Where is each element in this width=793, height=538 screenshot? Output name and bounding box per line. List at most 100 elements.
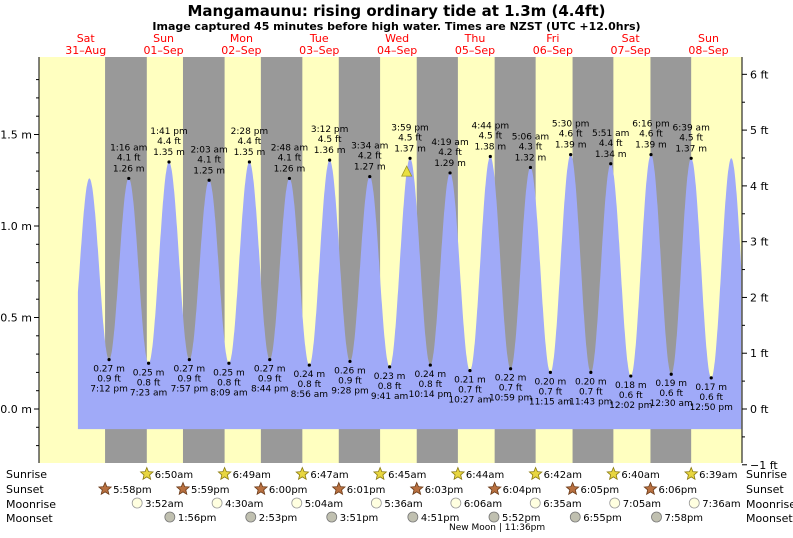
high-tide-metres: 1.26 m xyxy=(274,164,306,174)
day-of-week: Thu xyxy=(464,32,486,45)
low-tide-time: 7:12 pm xyxy=(90,385,128,395)
extreme-point xyxy=(528,165,533,170)
high-tide-metres: 1.25 m xyxy=(193,166,225,176)
low-tide-metres: 0.27 m xyxy=(174,365,206,375)
high-tide-time: 5:06 am xyxy=(512,132,549,142)
high-tide-metres: 1.39 m xyxy=(635,141,667,151)
day-of-week: Tue xyxy=(309,32,329,45)
high-tide-time: 3:12 pm xyxy=(311,125,349,135)
day-of-week: Sun xyxy=(153,32,174,45)
low-tide-feet: 0.9 ft xyxy=(177,375,201,385)
sunrise-star-icon xyxy=(139,466,154,481)
high-tide-metres: 1.32 m xyxy=(515,153,547,163)
low-tide-time: 9:41 am xyxy=(371,392,408,402)
day-of-week: Sat xyxy=(622,32,641,45)
low-tide-time: 11:15 am xyxy=(529,397,572,407)
low-tide-feet: 0.7 ft xyxy=(539,387,563,397)
moonrise-time: 6:06am xyxy=(464,499,502,510)
extreme-point xyxy=(629,374,633,378)
extreme-point xyxy=(468,368,472,373)
moonset-time: 5:52pm xyxy=(502,513,541,524)
low-tide-metres: 0.23 m xyxy=(374,372,406,382)
right-tick-label: 0 ft xyxy=(750,403,769,416)
sunrise-star-icon xyxy=(372,466,388,481)
low-tide-time: 8:56 am xyxy=(291,390,328,400)
high-tide-feet: 4.6 ft xyxy=(639,130,663,140)
high-tide-feet: 4.2 ft xyxy=(438,148,462,158)
extreme-point xyxy=(709,376,713,380)
right-tick-label: 1 ft xyxy=(750,347,769,360)
moonset-icon xyxy=(164,511,176,523)
moonrise-time: 5:36am xyxy=(384,499,422,510)
moonrise-icon xyxy=(529,497,541,509)
right-tick-label: −1 ft xyxy=(750,459,778,472)
high-tide-time: 1:16 am xyxy=(110,143,147,153)
high-tide-feet: 4.4 ft xyxy=(238,137,262,147)
low-tide-time: 12:30 am xyxy=(650,399,693,409)
extreme-point xyxy=(268,357,272,362)
extreme-point xyxy=(107,357,111,362)
moonrise-time: 7:36am xyxy=(702,499,740,510)
high-tide-feet: 4.4 ft xyxy=(599,139,623,149)
day-date: 01–Sep xyxy=(143,44,183,57)
extreme-point xyxy=(428,363,432,367)
right-tick-label: 4 ft xyxy=(750,180,769,193)
moonset-label-left: Moonset xyxy=(6,512,53,525)
high-tide-feet: 4.5 ft xyxy=(318,135,342,145)
extreme-point xyxy=(649,153,653,157)
low-tide-time: 12:50 pm xyxy=(690,403,733,413)
high-tide-feet: 4.5 ft xyxy=(679,133,703,143)
sunrise-time: 6:44am xyxy=(466,470,504,481)
sunrise-star-icon xyxy=(528,466,543,481)
low-tide-feet: 0.7 ft xyxy=(458,386,482,396)
low-tide-feet: 0.7 ft xyxy=(499,384,523,394)
extreme-point xyxy=(146,361,151,365)
moonset-icon xyxy=(651,511,662,523)
extreme-point xyxy=(508,367,513,371)
sunrise-time: 6:50am xyxy=(155,470,193,481)
low-tide-feet: 0.6 ft xyxy=(699,393,723,403)
low-tide-feet: 0.7 ft xyxy=(579,387,603,397)
high-tide-feet: 4.1 ft xyxy=(197,155,221,165)
day-of-week: Fri xyxy=(546,32,559,45)
extreme-point xyxy=(287,176,292,181)
high-tide-metres: 1.29 m xyxy=(434,159,466,169)
sunset-time: 5:59pm xyxy=(191,485,230,496)
high-tide-metres: 1.36 m xyxy=(314,146,346,156)
extreme-point xyxy=(328,158,332,162)
high-tide-metres: 1.26 m xyxy=(113,164,145,174)
low-tide-feet: 0.8 ft xyxy=(418,380,442,390)
sunset-time: 6:04pm xyxy=(503,485,542,496)
moonset-icon xyxy=(488,511,500,523)
sunset-star-icon xyxy=(643,481,658,496)
low-tide-time: 8:44 pm xyxy=(251,385,289,395)
moonset-icon xyxy=(569,511,581,523)
extreme-point xyxy=(307,363,311,367)
sunrise-time: 6:49am xyxy=(233,470,271,481)
sunrise-time: 6:39am xyxy=(699,470,737,481)
day-of-week: Sun xyxy=(698,32,719,45)
sunrise-time: 6:40am xyxy=(621,470,659,481)
extreme-point xyxy=(368,174,372,179)
sunset-time: 6:01pm xyxy=(347,485,386,496)
high-tide-feet: 4.3 ft xyxy=(519,142,543,152)
low-tide-metres: 0.21 m xyxy=(454,376,486,386)
high-tide-time: 6:39 am xyxy=(672,123,709,133)
low-tide-feet: 0.9 ft xyxy=(258,375,282,385)
moonrise-icon xyxy=(211,497,223,509)
chart-title: Mangamaunu: rising ordinary tide at 1.3m… xyxy=(187,2,606,20)
extreme-point xyxy=(207,178,211,182)
moonrise-icon xyxy=(291,497,303,509)
low-tide-metres: 0.18 m xyxy=(615,381,647,391)
tide-curve-area xyxy=(77,154,742,430)
sunset-star-icon xyxy=(487,481,502,496)
high-tide-metres: 1.27 m xyxy=(354,163,386,173)
moonrise-time: 3:52am xyxy=(145,499,183,510)
low-tide-feet: 0.8 ft xyxy=(137,378,161,388)
low-tide-time: 10:27 am xyxy=(448,396,491,406)
moonrise-icon xyxy=(131,497,143,509)
left-tick-label: 0.5 m xyxy=(0,312,32,325)
day-of-week: Sat xyxy=(77,32,96,45)
moonrise-icon xyxy=(688,497,700,509)
extreme-point xyxy=(448,171,452,175)
